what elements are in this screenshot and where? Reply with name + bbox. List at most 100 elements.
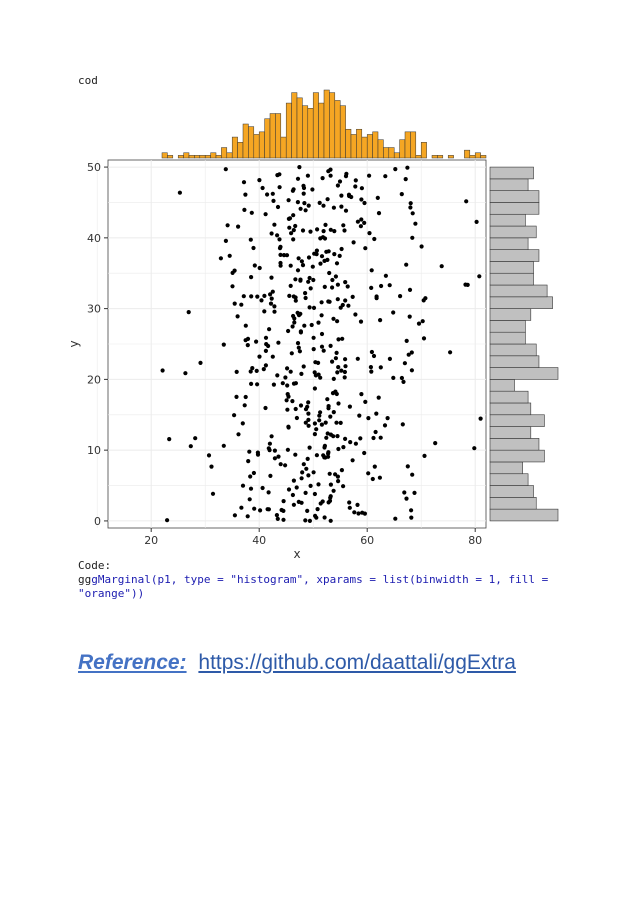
data-point bbox=[358, 436, 363, 441]
marginal-y-bar bbox=[489, 190, 540, 203]
data-point bbox=[306, 203, 311, 208]
data-point bbox=[257, 265, 262, 271]
marginal-y-bar bbox=[489, 272, 534, 286]
data-point bbox=[288, 283, 293, 288]
data-point bbox=[261, 367, 266, 372]
data-point bbox=[277, 237, 282, 242]
data-point bbox=[463, 282, 468, 287]
marginal-x-bar bbox=[161, 152, 168, 159]
data-point bbox=[275, 373, 280, 378]
data-point bbox=[366, 471, 371, 476]
data-point bbox=[319, 300, 324, 305]
code-body: gMarginal(p1, type = "histogram", xparam… bbox=[78, 573, 555, 600]
data-point bbox=[339, 368, 344, 373]
data-point bbox=[241, 294, 246, 299]
data-point bbox=[283, 463, 288, 468]
data-point bbox=[312, 432, 317, 437]
data-point bbox=[319, 331, 325, 337]
data-point bbox=[252, 263, 257, 268]
data-point bbox=[404, 496, 409, 501]
data-point bbox=[319, 313, 324, 318]
data-point bbox=[356, 511, 361, 516]
data-point bbox=[313, 373, 318, 378]
data-point bbox=[376, 395, 381, 400]
data-point bbox=[391, 310, 396, 315]
data-point bbox=[326, 404, 331, 409]
data-point bbox=[314, 248, 319, 253]
x-tick-label: 40 bbox=[252, 534, 266, 547]
data-point bbox=[477, 274, 482, 279]
data-point bbox=[322, 258, 327, 263]
data-point bbox=[307, 305, 312, 310]
data-point bbox=[343, 298, 348, 303]
data-point bbox=[300, 263, 306, 268]
marginal-x-bar bbox=[253, 134, 260, 159]
data-point bbox=[353, 312, 358, 317]
data-point bbox=[269, 275, 274, 280]
data-point bbox=[328, 173, 333, 178]
data-point bbox=[270, 354, 275, 359]
data-point bbox=[343, 208, 349, 213]
data-point bbox=[223, 238, 228, 243]
data-point bbox=[310, 187, 315, 192]
code-block: Code: gggMarginal(p1, type = "histogram",… bbox=[78, 559, 568, 601]
data-point bbox=[305, 404, 310, 409]
data-point bbox=[353, 178, 358, 183]
data-point bbox=[252, 506, 257, 511]
marginal-y-bar bbox=[489, 449, 545, 463]
data-point bbox=[353, 441, 358, 446]
data-point bbox=[236, 432, 241, 437]
data-point bbox=[342, 228, 347, 233]
data-point bbox=[352, 510, 357, 515]
data-point bbox=[249, 294, 254, 299]
data-point bbox=[286, 487, 292, 492]
data-point bbox=[269, 434, 274, 439]
data-point bbox=[268, 473, 273, 478]
data-point bbox=[297, 165, 302, 170]
data-point bbox=[327, 299, 332, 304]
data-point bbox=[264, 342, 269, 347]
data-point bbox=[336, 479, 341, 484]
data-point bbox=[369, 349, 374, 355]
data-point bbox=[265, 192, 270, 197]
data-point bbox=[369, 268, 374, 273]
data-point bbox=[298, 329, 303, 334]
data-point bbox=[387, 356, 392, 361]
marginal-y-bar bbox=[489, 402, 532, 416]
data-point bbox=[289, 351, 294, 356]
data-point bbox=[421, 336, 427, 341]
data-point bbox=[334, 391, 339, 397]
marginal-x-bar bbox=[194, 155, 201, 159]
marginal-x-bar bbox=[334, 100, 341, 159]
data-point bbox=[299, 259, 304, 264]
data-point bbox=[319, 344, 325, 349]
marginal-x-bar bbox=[242, 123, 249, 159]
marginal-x-bar bbox=[199, 155, 206, 159]
data-point bbox=[293, 277, 298, 282]
data-point bbox=[363, 246, 368, 251]
marginal-x-bar bbox=[221, 147, 228, 159]
data-point bbox=[421, 298, 426, 303]
data-point bbox=[293, 406, 298, 412]
data-point bbox=[334, 350, 339, 355]
x-tick-label: 60 bbox=[360, 534, 374, 547]
data-point bbox=[291, 502, 296, 507]
marginal-y-bar bbox=[489, 343, 537, 357]
data-point bbox=[326, 169, 331, 174]
data-point bbox=[362, 220, 367, 225]
data-point bbox=[413, 221, 418, 226]
data-point bbox=[348, 440, 353, 445]
data-point bbox=[254, 368, 259, 373]
data-point bbox=[248, 486, 254, 491]
data-point bbox=[259, 298, 264, 303]
data-point bbox=[243, 394, 248, 400]
data-point bbox=[330, 391, 336, 396]
data-point bbox=[378, 435, 383, 440]
x-tick-label: 80 bbox=[468, 534, 482, 547]
reference-link[interactable]: https://github.com/daattali/ggExtra bbox=[198, 651, 516, 674]
marginal-y-bar bbox=[489, 367, 559, 380]
data-point bbox=[290, 188, 295, 193]
marginal-x-bar bbox=[393, 152, 400, 159]
data-point bbox=[268, 301, 274, 306]
x-tick-label: 20 bbox=[144, 534, 158, 547]
